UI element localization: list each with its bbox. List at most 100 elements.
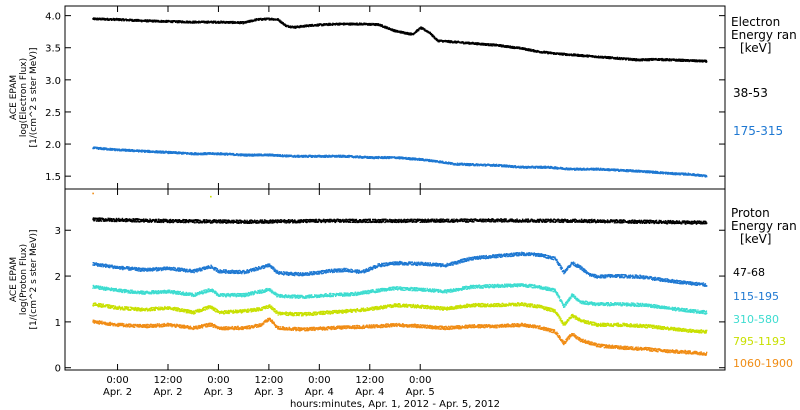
data-point (644, 59, 646, 62)
legend-entry-175-315: 175-315 (733, 124, 783, 138)
data-point (377, 23, 380, 25)
data-point (293, 27, 295, 29)
data-point (659, 172, 662, 175)
data-point (152, 20, 155, 23)
data-point (157, 20, 160, 22)
data-point (570, 167, 572, 170)
data-point (105, 218, 107, 220)
data-point (610, 57, 612, 60)
data-point (432, 34, 434, 36)
data-point (102, 218, 105, 220)
data-point (450, 41, 452, 43)
data-point (266, 154, 268, 157)
data-point (303, 25, 306, 28)
data-point (242, 22, 245, 25)
data-point (418, 158, 420, 161)
data-point (217, 152, 219, 154)
data-point (439, 162, 441, 164)
data-point (695, 175, 697, 177)
data-point (580, 168, 582, 170)
data-point (423, 28, 425, 30)
data-point (664, 173, 667, 175)
data-point (627, 57, 630, 60)
data-point (305, 154, 307, 157)
data-point (696, 61, 699, 63)
data-point (652, 57, 654, 60)
data-point (340, 23, 342, 26)
data-point (97, 17, 100, 20)
data-point (450, 162, 453, 165)
data-point (270, 153, 272, 155)
data-point (383, 157, 385, 159)
data-point (132, 149, 135, 152)
data-point (254, 20, 256, 22)
data-point (302, 154, 305, 157)
data-point (470, 163, 472, 165)
data-point (123, 148, 125, 150)
data-point (369, 23, 371, 26)
data-point (170, 151, 173, 153)
data-point (528, 50, 530, 52)
data-point (591, 167, 593, 169)
y-axis-label: log(Proton Flux) (19, 244, 29, 315)
data-point (385, 26, 387, 28)
data-point (193, 20, 195, 23)
data-point (242, 154, 244, 157)
data-point (116, 17, 118, 20)
data-point (677, 173, 679, 176)
data-point (705, 59, 708, 62)
data-point (93, 217, 96, 219)
data-point (339, 156, 341, 158)
data-point (131, 18, 133, 21)
data-point (178, 151, 181, 154)
data-point (669, 60, 671, 62)
data-point (374, 24, 376, 26)
data-point (693, 59, 696, 61)
data-point (335, 154, 337, 157)
data-point (110, 149, 112, 151)
data-point (116, 149, 119, 152)
data-point (273, 155, 275, 157)
data-point (147, 151, 149, 153)
data-point (316, 155, 318, 157)
data-point (105, 147, 108, 149)
data-point (430, 159, 432, 161)
data-point (519, 46, 521, 48)
data-point (614, 56, 616, 59)
data-point (371, 22, 373, 25)
data-point (265, 19, 267, 21)
data-point (522, 48, 524, 51)
data-point (488, 43, 490, 45)
data-point (529, 50, 532, 52)
data-point (642, 171, 644, 173)
data-point (405, 33, 407, 35)
data-point (509, 165, 511, 167)
data-point (360, 156, 362, 158)
data-point (178, 153, 180, 155)
legend-title: Energy ran (731, 28, 797, 42)
data-point (609, 57, 611, 60)
data-point (641, 58, 643, 60)
data-point (435, 160, 438, 163)
data-point (264, 154, 266, 157)
data-point (338, 24, 340, 26)
data-point (156, 152, 159, 154)
data-point (231, 22, 234, 25)
data-point (577, 55, 579, 57)
data-point (96, 219, 99, 221)
data-point (342, 154, 345, 157)
data-point (204, 152, 206, 154)
data-point (507, 165, 509, 167)
data-point (398, 157, 400, 159)
data-point (359, 156, 361, 159)
data-point (662, 171, 664, 173)
data-point (131, 150, 133, 152)
data-point (97, 220, 99, 222)
data-point (505, 164, 507, 166)
data-point (265, 154, 267, 157)
data-point (131, 20, 134, 22)
data-point (705, 174, 708, 177)
data-point (207, 20, 210, 22)
data-point (495, 45, 497, 47)
data-point (99, 218, 101, 220)
